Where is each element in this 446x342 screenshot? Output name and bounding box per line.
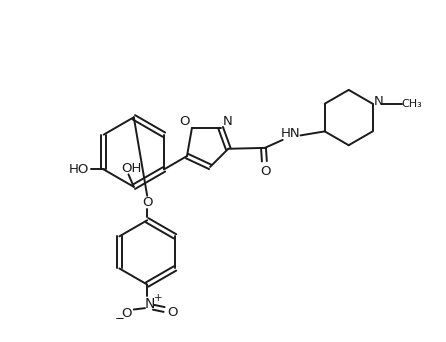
Text: N: N <box>144 297 155 311</box>
Text: O: O <box>167 306 178 319</box>
Text: OH: OH <box>121 162 142 175</box>
Text: HN: HN <box>281 127 301 140</box>
Text: N: N <box>374 95 384 108</box>
Text: CH₃: CH₃ <box>401 99 422 109</box>
Text: HO: HO <box>69 163 89 176</box>
Text: O: O <box>180 115 190 128</box>
Text: −: − <box>115 312 124 325</box>
Text: +: + <box>154 293 163 303</box>
Text: N: N <box>223 115 233 128</box>
Text: O: O <box>260 166 271 179</box>
Text: O: O <box>121 306 132 319</box>
Text: O: O <box>142 196 153 209</box>
